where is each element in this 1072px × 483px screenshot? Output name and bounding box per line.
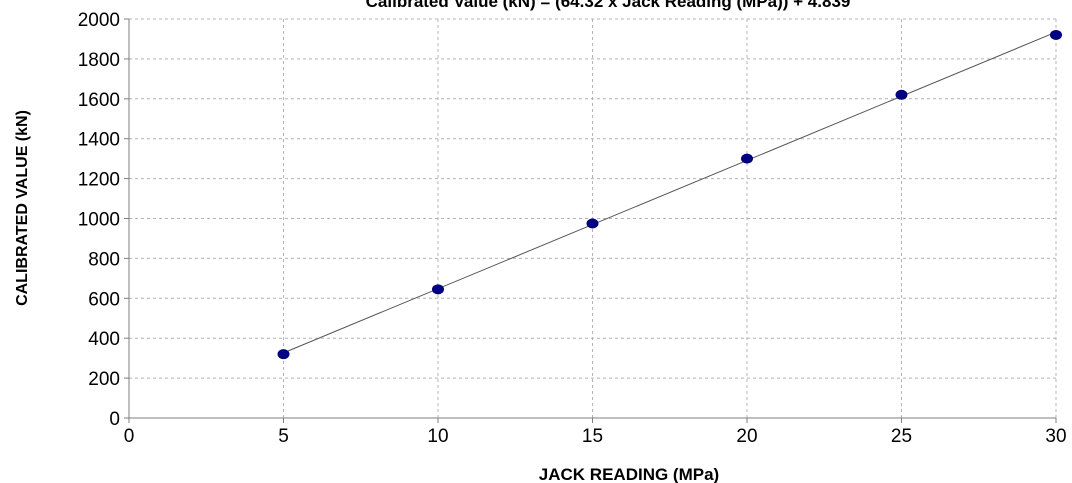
y-axis-title: CALIBRATED VALUE (kN) xyxy=(14,110,31,306)
trendline-group xyxy=(283,31,1057,354)
chart-title: Calibrated Value (kN) = (64.32 x Jack Re… xyxy=(366,0,851,11)
data-point xyxy=(277,349,290,360)
y-tick-label: 200 xyxy=(88,369,120,390)
x-tick-label: 15 xyxy=(582,426,603,447)
y-tick-label: 1600 xyxy=(78,90,120,111)
data-point xyxy=(586,218,599,229)
data-point xyxy=(895,89,908,100)
data-point xyxy=(432,284,444,295)
grid-lines xyxy=(129,18,1057,418)
y-tick-label: 800 xyxy=(88,249,120,270)
x-tick-label: 0 xyxy=(124,426,135,447)
y-tick-label: 0 xyxy=(109,409,120,430)
x-tick-label: 5 xyxy=(278,426,289,447)
y-tick-label: 1200 xyxy=(78,170,120,191)
x-tick-label: 30 xyxy=(1045,426,1066,447)
x-axis-title: JACK READING (MPa) xyxy=(539,465,719,483)
trendline xyxy=(283,31,1057,354)
x-tick-label: 20 xyxy=(736,426,757,447)
y-tick-label: 600 xyxy=(88,289,120,310)
data-point xyxy=(1050,29,1062,40)
y-tick-label: 400 xyxy=(88,329,120,350)
axes xyxy=(124,18,1057,423)
tick-labels: 0 200 400 600 800 1000 1200 1400 1600 1800 2000 0 5 1… xyxy=(78,10,1067,447)
y-tick-label: 1000 xyxy=(78,210,120,231)
data-points xyxy=(277,29,1062,360)
data-point xyxy=(741,153,753,164)
y-tick-label: 2000 xyxy=(78,10,120,31)
y-tick-label: 1800 xyxy=(78,50,120,71)
x-tick-label: 25 xyxy=(891,426,912,447)
x-tick-label: 10 xyxy=(427,426,448,447)
y-tick-label: 1400 xyxy=(78,130,120,151)
